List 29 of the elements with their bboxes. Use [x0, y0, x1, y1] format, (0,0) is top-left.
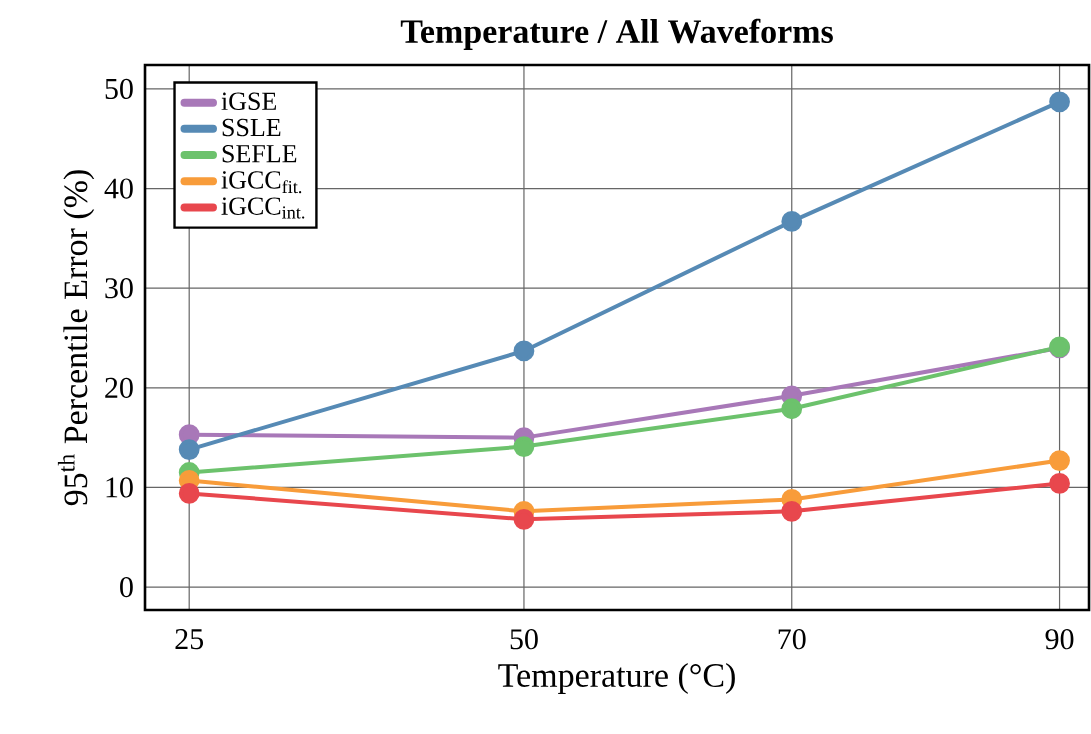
- y-axis-title: 95$^{th}$ Percentile Error (%): [57, 170, 95, 506]
- x-tick-label: 50: [510, 629, 538, 650]
- point: [1049, 473, 1070, 494]
- point: [178, 483, 200, 504]
- legend-label: iGCC$_{int.}$: [221, 197, 305, 219]
- y-tick-label: 0: [120, 576, 133, 598]
- x-tick-label: 90: [1045, 629, 1074, 650]
- legend-label: SEFLE: [222, 144, 297, 163]
- point: [513, 340, 535, 362]
- y-tick-label: 40: [104, 178, 133, 199]
- point: [781, 500, 803, 522]
- y-tick-label: 10: [106, 477, 133, 498]
- legend-label: iGSE: [221, 92, 277, 111]
- y-tick-label: 30: [105, 278, 133, 299]
- x-tick-label: 25: [175, 629, 204, 650]
- point: [781, 398, 803, 420]
- y-tick-label: 50: [105, 78, 133, 100]
- point: [781, 211, 803, 232]
- legend-label: SSLE: [222, 118, 281, 137]
- point: [178, 439, 200, 460]
- y-tick-label: 20: [105, 377, 133, 398]
- x-axis-title: Temperature (°C): [498, 663, 735, 694]
- point: [1049, 91, 1070, 113]
- point: [513, 508, 535, 530]
- legend-label: iGCC$_{fit.}$: [221, 171, 302, 194]
- point: [513, 436, 535, 457]
- point: [1049, 450, 1070, 471]
- chart-title: Temperature / All Waveforms: [400, 18, 833, 50]
- x-tick-label: 70: [778, 629, 806, 650]
